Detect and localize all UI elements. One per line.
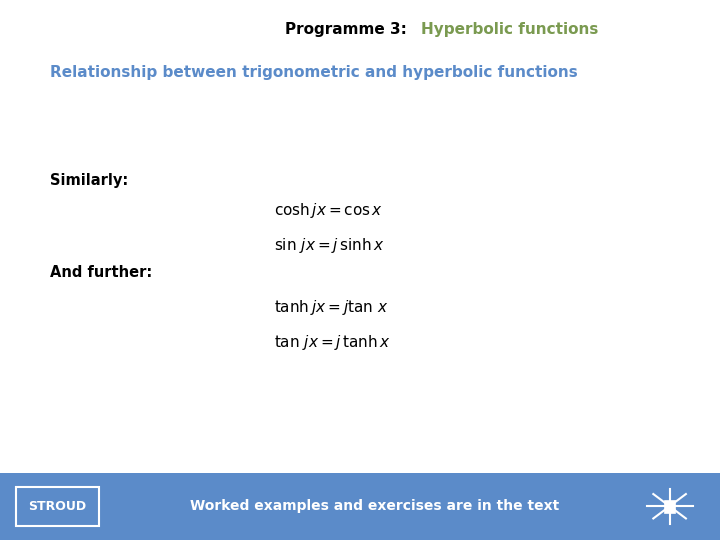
Text: $\sin\,jx=j\,\mathrm{sinh}\,x$: $\sin\,jx=j\,\mathrm{sinh}\,x$ — [274, 236, 384, 255]
Text: Worked examples and exercises are in the text: Worked examples and exercises are in the… — [190, 500, 559, 513]
Bar — [16, 487, 99, 526]
Text: $\mathrm{cosh}\,jx=\cos x$: $\mathrm{cosh}\,jx=\cos x$ — [274, 201, 382, 220]
Text: Relationship between trigonometric and hyperbolic functions: Relationship between trigonometric and h… — [50, 65, 578, 80]
Text: And further:: And further: — [50, 265, 153, 280]
Text: $\mathrm{tanh}\,jx=j\tan\,x$: $\mathrm{tanh}\,jx=j\tan\,x$ — [274, 298, 388, 318]
Text: Hyperbolic functions: Hyperbolic functions — [421, 22, 598, 37]
Text: Programme 3:: Programme 3: — [285, 22, 418, 37]
Bar — [0, 472, 720, 540]
Text: STROUD: STROUD — [28, 500, 86, 513]
Text: $\tan\,jx=j\,\mathrm{tanh}\,x$: $\tan\,jx=j\,\mathrm{tanh}\,x$ — [274, 333, 390, 353]
Bar — [664, 500, 675, 513]
Text: Similarly:: Similarly: — [50, 173, 129, 188]
